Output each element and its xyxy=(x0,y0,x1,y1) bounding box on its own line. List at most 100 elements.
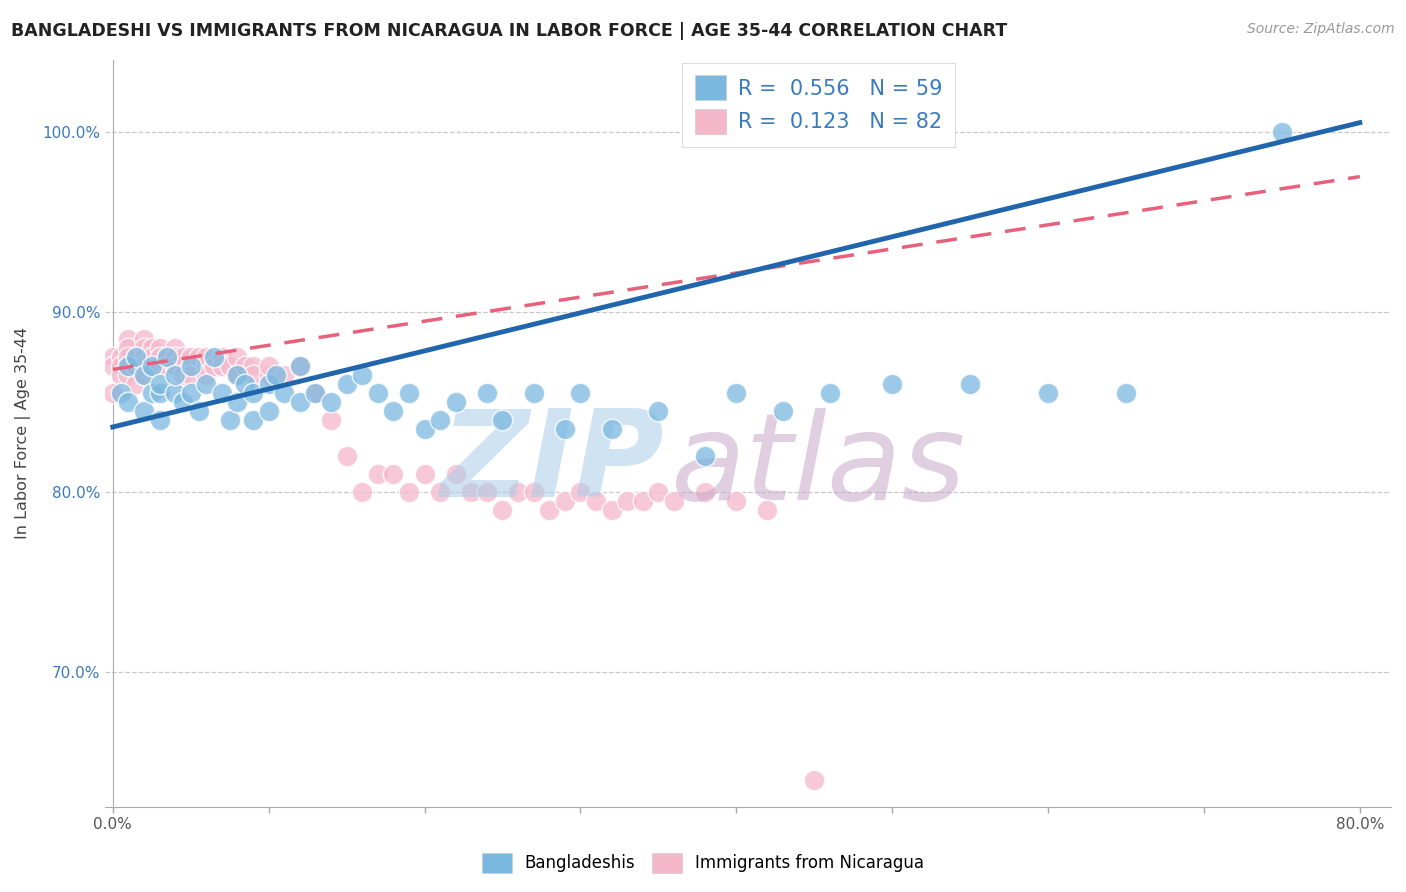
Point xyxy=(398,484,420,499)
Point xyxy=(647,404,669,418)
Point xyxy=(125,359,148,373)
Point xyxy=(187,404,209,418)
Point xyxy=(1115,385,1137,400)
Text: atlas: atlas xyxy=(671,409,966,525)
Point xyxy=(180,359,202,373)
Point xyxy=(132,359,155,373)
Point xyxy=(180,350,202,364)
Point xyxy=(257,359,280,373)
Point xyxy=(460,484,482,499)
Point xyxy=(352,368,374,382)
Point xyxy=(304,385,326,400)
Point xyxy=(148,413,170,427)
Point xyxy=(226,368,249,382)
Point xyxy=(202,359,225,373)
Point xyxy=(600,503,623,517)
Point xyxy=(110,359,132,373)
Point xyxy=(569,484,592,499)
Point xyxy=(288,359,311,373)
Point xyxy=(367,467,389,481)
Point xyxy=(141,359,163,373)
Point xyxy=(242,413,264,427)
Point xyxy=(336,449,359,463)
Point xyxy=(117,394,139,409)
Point xyxy=(148,359,170,373)
Point xyxy=(523,385,546,400)
Point xyxy=(695,484,717,499)
Text: BANGLADESHI VS IMMIGRANTS FROM NICARAGUA IN LABOR FORCE | AGE 35-44 CORRELATION : BANGLADESHI VS IMMIGRANTS FROM NICARAGUA… xyxy=(11,22,1008,40)
Point xyxy=(117,359,139,373)
Point xyxy=(141,341,163,355)
Point xyxy=(882,376,904,391)
Point xyxy=(413,422,436,436)
Point xyxy=(132,368,155,382)
Point xyxy=(818,385,841,400)
Point xyxy=(132,332,155,346)
Point xyxy=(110,368,132,382)
Point xyxy=(218,413,240,427)
Text: ZIP: ZIP xyxy=(440,405,665,522)
Point xyxy=(148,376,170,391)
Point xyxy=(101,350,124,364)
Point xyxy=(242,385,264,400)
Point xyxy=(756,503,779,517)
Point xyxy=(172,350,194,364)
Point xyxy=(141,350,163,364)
Legend: R =  0.556   N = 59, R =  0.123   N = 82: R = 0.556 N = 59, R = 0.123 N = 82 xyxy=(682,62,955,146)
Point xyxy=(180,359,202,373)
Point xyxy=(125,350,148,364)
Point xyxy=(257,376,280,391)
Point xyxy=(180,385,202,400)
Point xyxy=(165,341,187,355)
Point xyxy=(600,422,623,436)
Point xyxy=(117,368,139,382)
Point xyxy=(429,413,451,427)
Point xyxy=(211,385,233,400)
Point xyxy=(148,341,170,355)
Point xyxy=(117,350,139,364)
Point xyxy=(1036,385,1059,400)
Point xyxy=(772,404,794,418)
Point xyxy=(523,484,546,499)
Point xyxy=(226,368,249,382)
Point xyxy=(304,385,326,400)
Point xyxy=(125,350,148,364)
Point xyxy=(233,359,256,373)
Point xyxy=(187,350,209,364)
Point xyxy=(273,385,295,400)
Point xyxy=(117,332,139,346)
Point xyxy=(444,394,467,409)
Point xyxy=(110,350,132,364)
Point xyxy=(132,350,155,364)
Point xyxy=(195,359,218,373)
Point xyxy=(538,503,561,517)
Point xyxy=(506,484,529,499)
Point xyxy=(398,385,420,400)
Point xyxy=(148,350,170,364)
Point xyxy=(475,385,498,400)
Point xyxy=(165,368,187,382)
Y-axis label: In Labor Force | Age 35-44: In Labor Force | Age 35-44 xyxy=(15,327,31,540)
Point xyxy=(319,394,342,409)
Point xyxy=(382,404,405,418)
Point xyxy=(110,385,132,400)
Point xyxy=(165,350,187,364)
Point xyxy=(413,467,436,481)
Point xyxy=(172,394,194,409)
Legend: Bangladeshis, Immigrants from Nicaragua: Bangladeshis, Immigrants from Nicaragua xyxy=(475,847,931,880)
Point xyxy=(662,493,685,508)
Point xyxy=(233,376,256,391)
Point xyxy=(319,413,342,427)
Point xyxy=(101,359,124,373)
Point xyxy=(631,493,654,508)
Point xyxy=(367,385,389,400)
Point xyxy=(803,772,825,787)
Point xyxy=(195,376,218,391)
Point xyxy=(141,385,163,400)
Point xyxy=(352,484,374,499)
Point xyxy=(132,341,155,355)
Point xyxy=(165,359,187,373)
Point xyxy=(226,394,249,409)
Point xyxy=(725,385,748,400)
Point xyxy=(211,359,233,373)
